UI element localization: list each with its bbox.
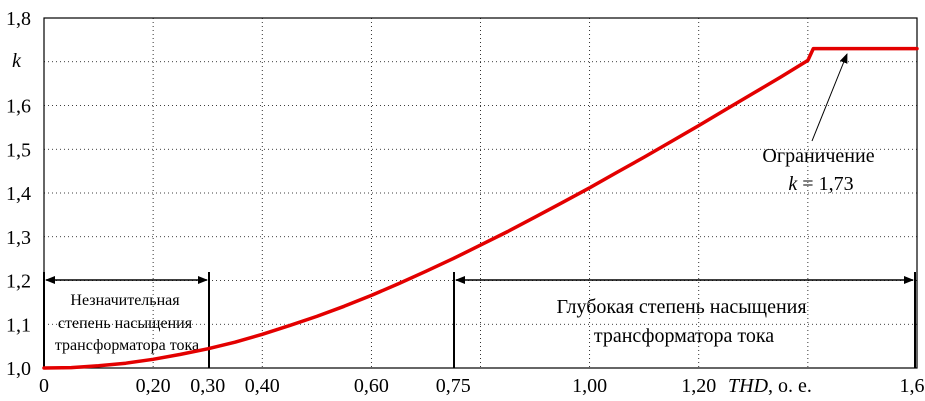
region-low-label: Незначительная степень насыщения трансфо…: [55, 292, 199, 354]
limit-label-line-2: k = 1,73: [788, 173, 853, 195]
x-tick-label: 0,40: [245, 375, 280, 397]
x-tick-label: 1,00: [572, 375, 607, 397]
region-high-line-2: трансформатора тока: [594, 325, 774, 347]
y-tick-label: 1,8: [6, 8, 31, 30]
region-high-label: Глубокая степень насыщения трансформатор…: [556, 296, 811, 347]
y-tick-label: 1,0: [6, 358, 31, 380]
limit-label-value: = 1,73: [797, 173, 853, 195]
limit-annotation: Ограничение k = 1,73: [762, 53, 879, 195]
series-group: [42, 46, 919, 370]
x-tick-label: 0: [39, 375, 49, 397]
limit-label-line-1: Ограничение: [762, 145, 874, 167]
limit-pointer: [811, 53, 848, 142]
x-tick-label: 0,60: [354, 375, 389, 397]
x-axis-label: THD, о. е.: [728, 375, 812, 397]
region-low-line-3: трансформатора тока: [55, 337, 199, 354]
region-high: Глубокая степень насыщения трансформатор…: [453, 272, 916, 368]
y-tick-label: 1,2: [6, 271, 31, 293]
limit-label: Ограничение k = 1,73: [762, 145, 879, 195]
plot-frame: [43, 17, 918, 369]
x-tick-label: 0,20: [136, 375, 171, 397]
limit-label-k: k: [788, 173, 798, 195]
region-high-line-1: Глубокая степень насыщения: [556, 296, 806, 318]
y-tick-labels: 1,0 1,1 1,2 1,3 1,4 1,5 1,6 1,8: [6, 8, 31, 380]
x-tick-label: 0,30: [190, 375, 225, 397]
y-tick-label: 1,5: [6, 139, 31, 161]
x-tick-labels: 0 0,20 0,30 0,40 0,60 0,75 1,00 1,20 1,60: [39, 375, 925, 397]
x-tick-label: 1,20: [681, 375, 716, 397]
y-tick-label: 1,3: [6, 227, 31, 249]
x-tick-label: 0,75: [436, 375, 471, 397]
x-axis-label-var: THD: [728, 375, 769, 397]
series-line: [42, 46, 919, 370]
region-low-line-1: Незначительная: [70, 292, 180, 309]
y-tick-label: 1,1: [6, 314, 31, 336]
y-tick-label: 1,6: [6, 96, 31, 118]
y-tick-label: 1,4: [6, 183, 31, 205]
y-axis-label: k: [12, 50, 22, 72]
region-low-line-2: степень насыщения: [58, 315, 193, 332]
x-tick-label: 1,60: [900, 375, 925, 397]
x-axis-label-unit: , о. е.: [768, 375, 812, 397]
region-low: Незначительная степень насыщения трансфо…: [43, 272, 210, 368]
